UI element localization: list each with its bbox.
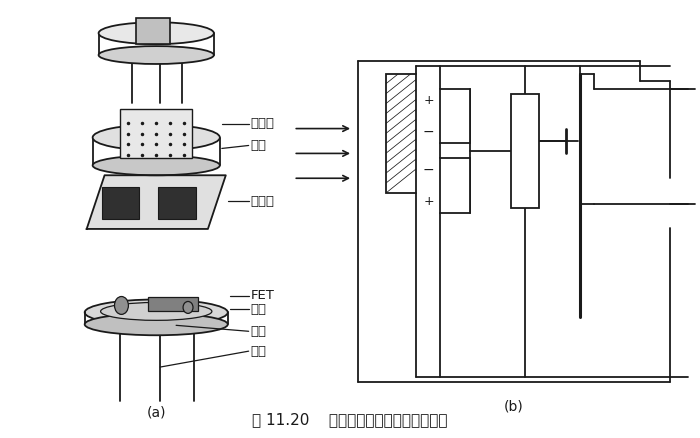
Text: −: − bbox=[423, 124, 434, 138]
Ellipse shape bbox=[92, 155, 220, 175]
Bar bbox=[440, 89, 470, 144]
Bar bbox=[440, 159, 470, 213]
Ellipse shape bbox=[92, 124, 220, 150]
Ellipse shape bbox=[85, 314, 228, 335]
Text: (b): (b) bbox=[504, 400, 524, 414]
Text: 管帽: 管帽 bbox=[251, 139, 267, 152]
Ellipse shape bbox=[115, 297, 128, 314]
Text: 滤光片: 滤光片 bbox=[251, 117, 274, 130]
Text: −: − bbox=[423, 163, 434, 177]
Ellipse shape bbox=[99, 46, 214, 64]
Text: 管座: 管座 bbox=[251, 303, 267, 316]
Bar bbox=[386, 74, 416, 193]
Text: 敏感元: 敏感元 bbox=[251, 194, 274, 208]
Text: 高阔: 高阔 bbox=[251, 325, 267, 338]
Text: 引线: 引线 bbox=[251, 345, 267, 358]
Bar bbox=[511, 94, 539, 208]
Polygon shape bbox=[87, 175, 226, 229]
Text: (a): (a) bbox=[146, 406, 166, 420]
Bar bbox=[120, 109, 192, 159]
Text: +: + bbox=[424, 194, 434, 208]
Ellipse shape bbox=[85, 300, 228, 325]
Bar bbox=[102, 187, 139, 219]
Bar bbox=[136, 18, 170, 44]
Text: +: + bbox=[424, 94, 434, 107]
Ellipse shape bbox=[101, 303, 212, 320]
Bar bbox=[158, 187, 196, 219]
Text: 图 11.20    热释电人体红外传感器的结构: 图 11.20 热释电人体红外传感器的结构 bbox=[252, 412, 448, 427]
Text: FET: FET bbox=[251, 289, 274, 302]
Bar bbox=[148, 297, 198, 311]
Ellipse shape bbox=[183, 301, 193, 314]
Ellipse shape bbox=[99, 22, 214, 44]
